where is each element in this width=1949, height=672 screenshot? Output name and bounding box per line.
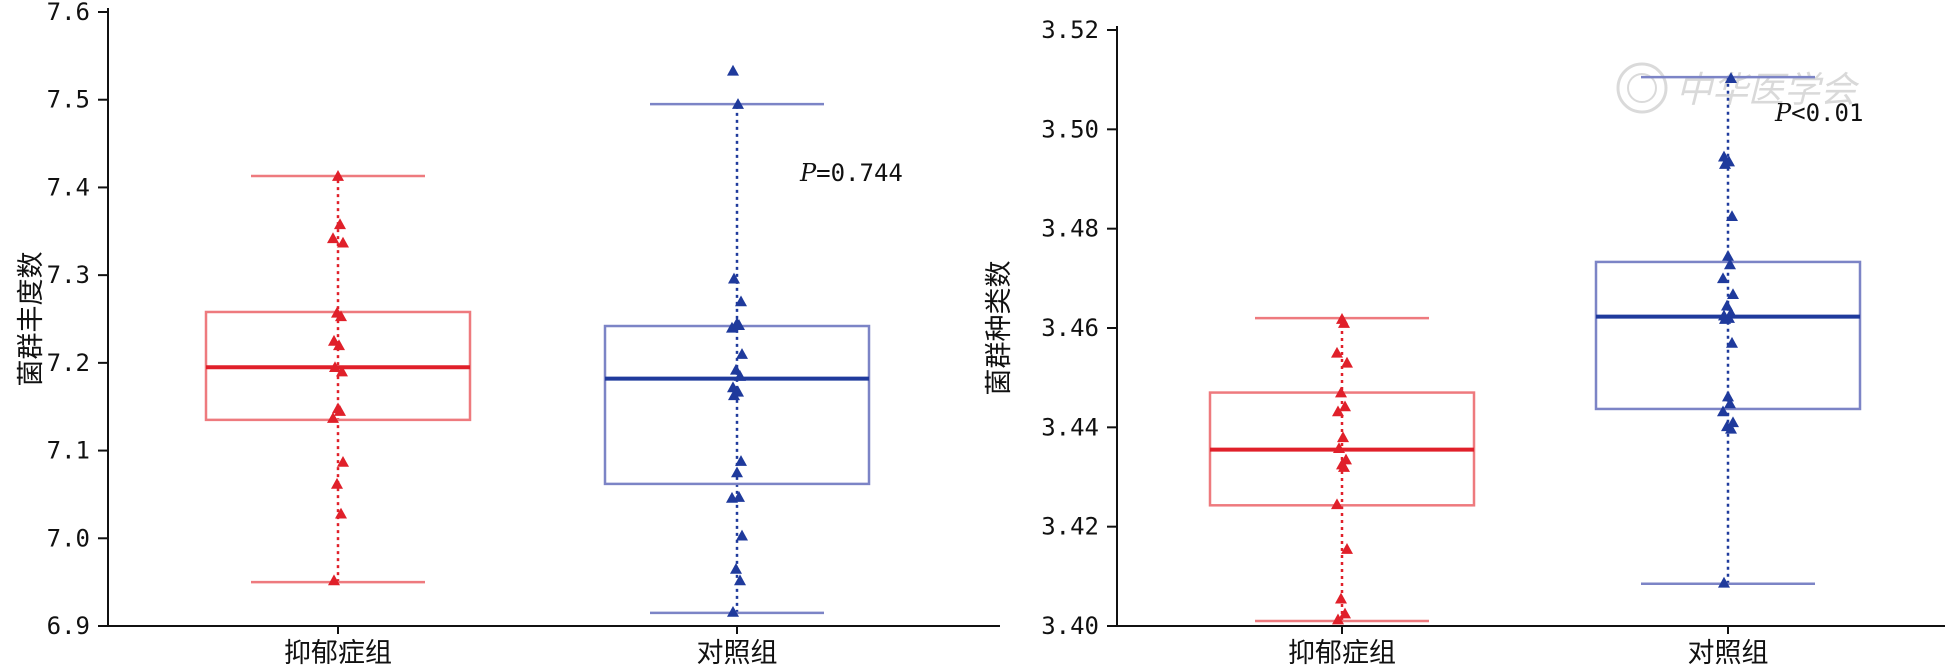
y-tick-label: 3.40 [1041,612,1099,640]
data-point [327,412,339,423]
data-point [1331,346,1343,358]
p-value-annotation: P=0.744 [799,159,903,187]
data-point [727,381,739,393]
box-iqr [1594,260,1862,411]
y-tick-label: 3.48 [1041,215,1099,243]
data-point [736,348,748,359]
data-point [1724,258,1736,270]
data-point [1722,390,1734,402]
data-point [731,317,743,329]
y-tick-label: 7.5 [47,86,90,114]
data-point [328,334,340,346]
y-tick-label: 7.2 [47,349,90,377]
data-point [1722,249,1734,261]
x-category-label: 抑郁症组 [1288,638,1396,667]
data-point [1725,72,1737,83]
y-tick-label: 3.52 [1041,16,1099,44]
data-point [1718,150,1730,162]
data-point [1341,543,1353,554]
data-point [336,365,348,377]
data-point [1337,431,1349,443]
data-point [735,455,747,466]
data-point [1336,313,1348,324]
data-point [337,455,349,467]
data-point [734,370,746,381]
data-point [332,402,344,414]
data-point [730,363,742,375]
data-point [731,466,743,478]
data-point [1340,453,1352,465]
data-point [1341,356,1353,368]
data-point [1721,299,1733,311]
data-point [328,574,340,586]
data-point [733,491,745,502]
data-point [335,507,347,519]
y-tick-label: 3.42 [1041,513,1099,541]
data-point [1333,442,1345,453]
data-point [1721,420,1733,432]
y-axis-title: 菌群种类数 [984,261,1015,396]
y-tick-label: 7.4 [47,173,90,201]
y-tick-label: 7.3 [47,261,90,289]
y-tick-label: 3.50 [1041,115,1099,143]
data-point [734,574,746,586]
data-point [337,236,349,248]
y-tick-label: 7.0 [47,524,90,552]
x-category-label: 对照组 [1688,638,1769,667]
data-point [1717,272,1729,284]
data-point [735,295,747,307]
data-point [331,306,343,318]
y-tick-label: 3.46 [1041,314,1099,342]
y-tick-label: 6.9 [47,612,90,640]
y-tick-label: 7.6 [47,0,90,26]
data-point [334,218,346,230]
data-point [1725,307,1737,318]
data-point [1331,498,1343,510]
data-point [727,605,739,617]
data-point [1727,416,1739,428]
data-point [736,529,748,541]
data-point [332,170,344,181]
data-point [1727,288,1739,300]
x-category-label: 对照组 [697,638,778,667]
data-point [1718,576,1730,588]
data-point [1717,405,1729,417]
y-tick-label: 3.44 [1041,413,1099,441]
data-point [331,477,343,489]
data-point [1724,397,1736,409]
data-point [1339,400,1351,412]
y-axis-title: 菌群丰度数 [16,252,47,387]
data-point [1335,592,1347,604]
data-point [327,232,339,244]
data-point [728,272,740,284]
data-point [1335,386,1347,398]
data-point [732,98,744,109]
p-value-annotation: P<0.01 [1774,99,1863,127]
data-point [329,361,341,373]
data-point [730,562,742,574]
box-iqr [603,324,871,486]
data-point [1339,607,1351,619]
data-point [727,64,739,76]
x-category-label: 抑郁症组 [284,638,392,667]
data-point [1332,405,1344,417]
data-point [1332,613,1344,625]
data-point [1726,336,1738,348]
data-point [1726,210,1738,222]
y-tick-label: 7.1 [47,437,90,465]
